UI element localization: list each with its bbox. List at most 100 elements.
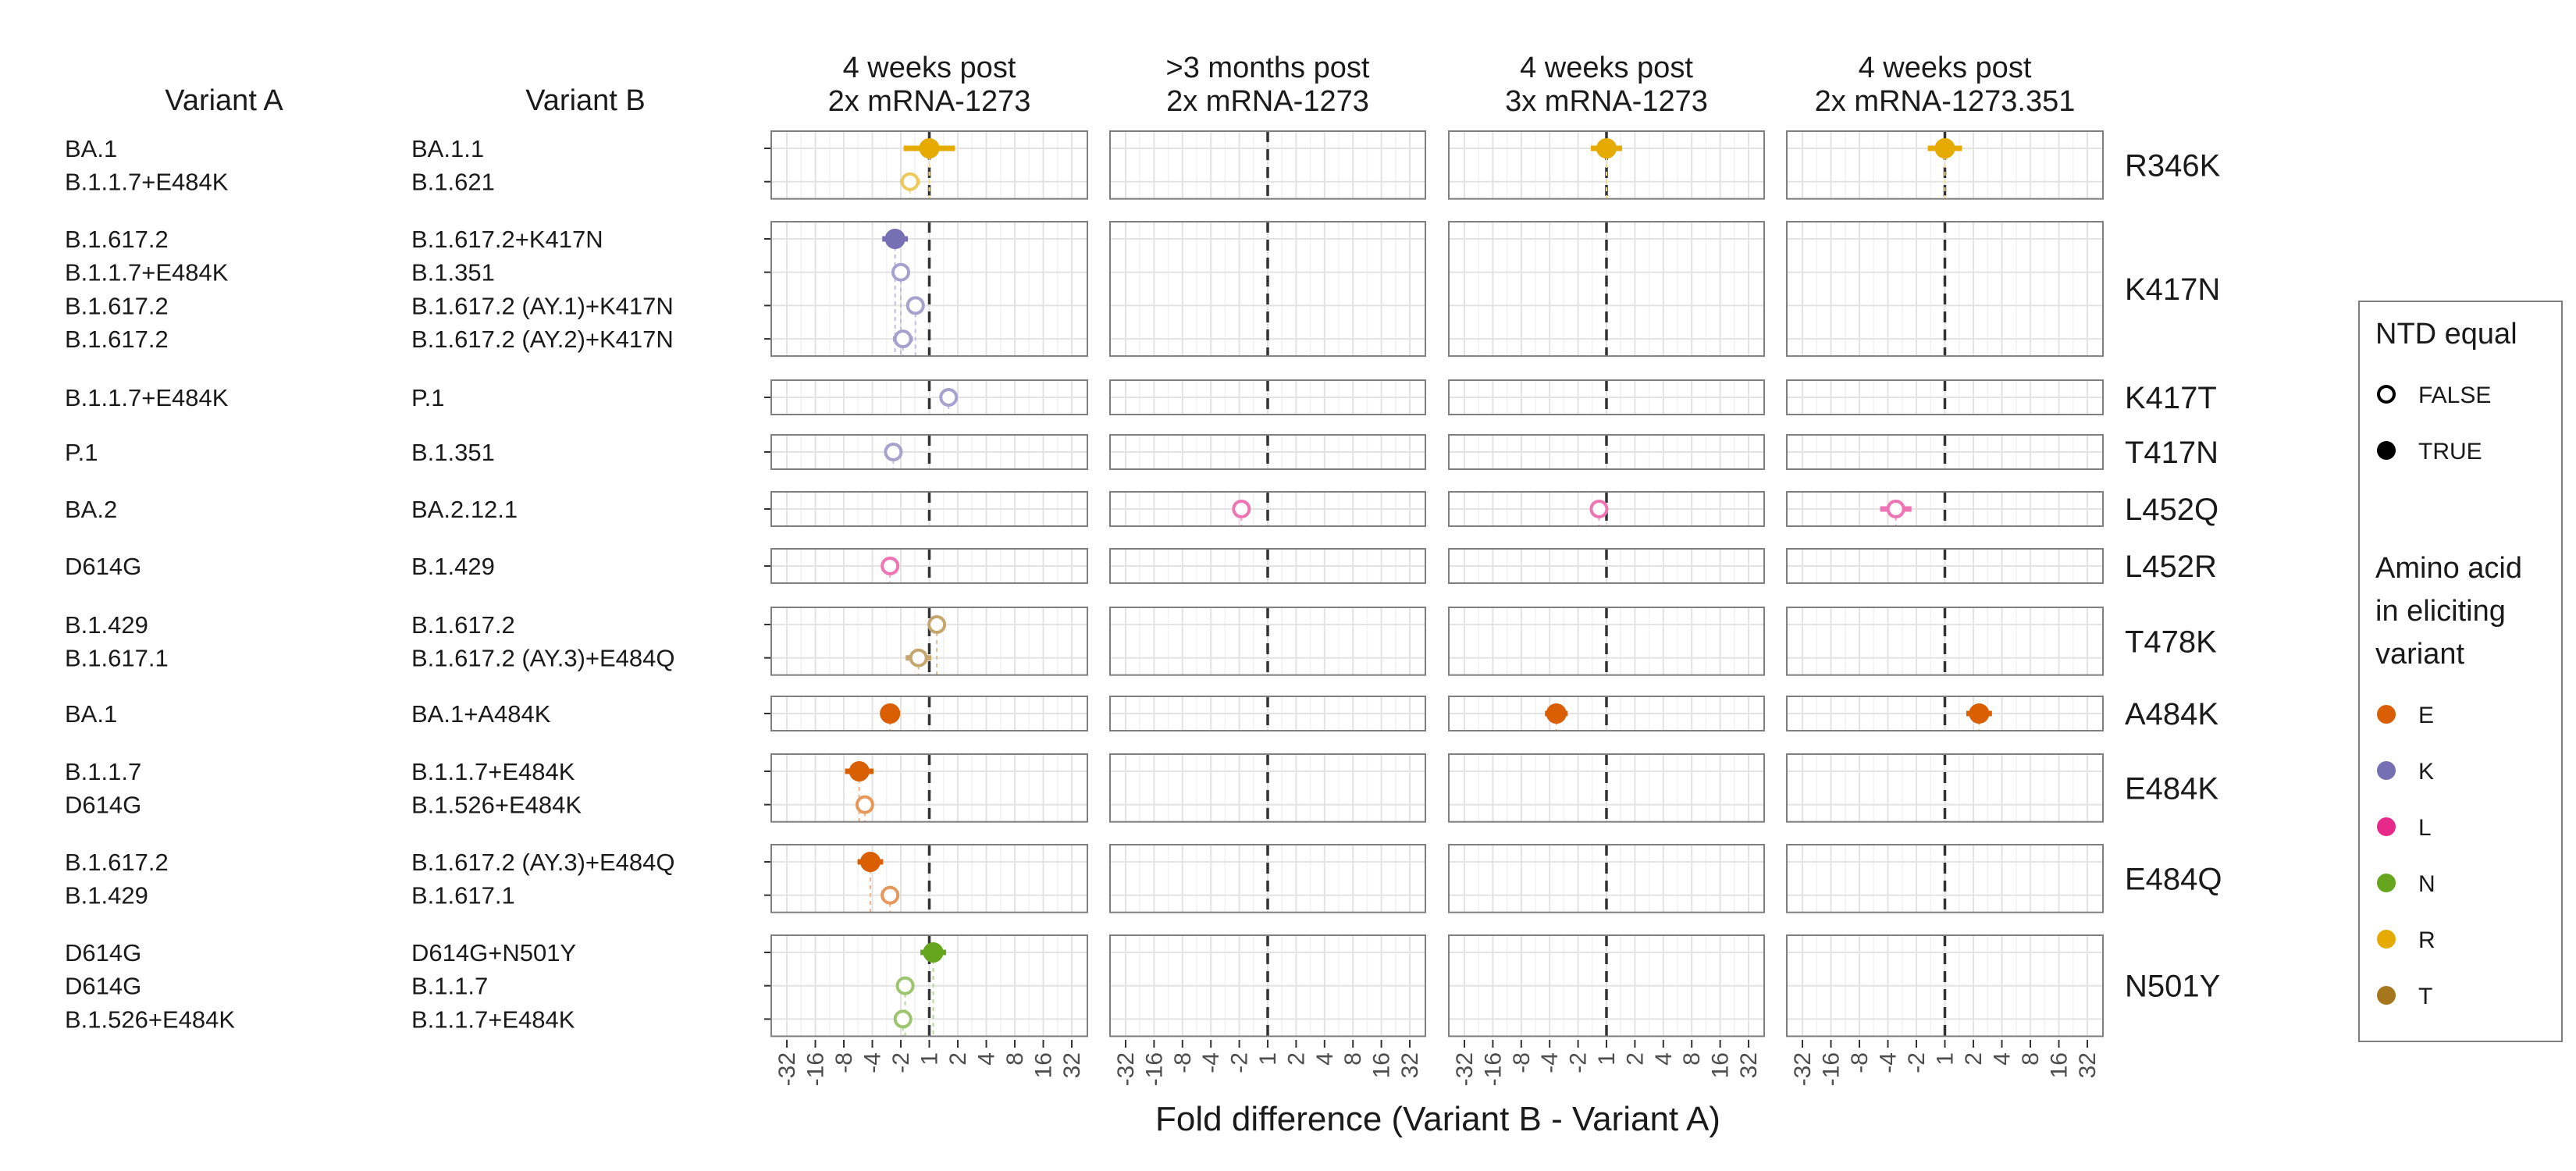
- x-tick-label: -16: [803, 1052, 829, 1086]
- data-point-filled: [1546, 703, 1567, 724]
- panel-border: [1786, 844, 2104, 913]
- data-point-open: [900, 172, 920, 191]
- x-tick-label: -4: [1876, 1052, 1902, 1073]
- panel-N501Y-3: [1448, 934, 1765, 1038]
- strip-label-E484K: E484K: [2125, 771, 2218, 806]
- panel-border: [770, 607, 1088, 676]
- panel-title-1-line-2: 2x mRNA-1273: [828, 85, 1031, 118]
- panel-border: [1448, 607, 1765, 676]
- panel-A484K-4: [1786, 696, 2104, 731]
- panel-border: [1786, 379, 2104, 415]
- variant-b-label: B.1.1.7+E484K: [411, 758, 575, 785]
- x-tick-label: 2: [1961, 1052, 1987, 1066]
- panel-title-1-line-1: 4 weeks post: [843, 52, 1016, 84]
- strip-label-T417N: T417N: [2125, 436, 2218, 470]
- panel-border: [770, 491, 1088, 527]
- x-axis-title: Fold difference (Variant B - Variant A): [1155, 1100, 1720, 1138]
- data-point-open: [881, 557, 900, 575]
- variant-b-label: B.1.621: [411, 169, 495, 196]
- strip-label-N501Y: N501Y: [2125, 970, 2220, 1004]
- legend-aa-N: N: [2418, 871, 2435, 897]
- panel-border: [1448, 130, 1765, 200]
- variant-a-label: D614G: [65, 939, 141, 966]
- panel-border: [770, 434, 1088, 470]
- legend-open-circle: [2377, 385, 2396, 404]
- data-point-filled: [884, 229, 906, 249]
- data-point-filled: [1596, 138, 1617, 158]
- panel-border: [770, 753, 1088, 823]
- x-tick-label: -4: [1198, 1052, 1224, 1073]
- panel-border: [770, 130, 1088, 200]
- variant-a-label: B.1.617.2: [65, 226, 169, 253]
- panel-E484K-3: [1448, 753, 1765, 823]
- variant-b-label: B.1.617.2 (AY.3)+E484Q: [411, 849, 675, 876]
- variant-b-label: BA.2.12.1: [411, 496, 518, 523]
- x-tick-label: -32: [774, 1052, 800, 1086]
- variant-a-label: B.1.1.7: [65, 758, 141, 785]
- data-point-open: [906, 296, 925, 315]
- legend-ntd-true: TRUE: [2418, 439, 2482, 464]
- panel-K417N-1: [764, 221, 1088, 358]
- data-point-filled: [1969, 703, 1990, 724]
- panel-R346K-2: [1109, 130, 1426, 200]
- panel-R346K-4: [1786, 130, 2104, 200]
- x-tick-label: 8: [1340, 1052, 1366, 1066]
- panel-border: [1448, 696, 1765, 731]
- variant-a-header: Variant A: [165, 84, 283, 117]
- data-point-open: [893, 1009, 913, 1029]
- panel-E484Q-4: [1786, 844, 2104, 913]
- legend-swatch-N: [2377, 874, 2396, 892]
- panel-title-2-line-1: >3 months post: [1166, 52, 1370, 84]
- panel-border: [770, 844, 1088, 913]
- panel-border: [1109, 434, 1426, 470]
- legend-swatch-K: [2377, 761, 2396, 780]
- x-tick-label: 8: [1002, 1052, 1028, 1066]
- legend: NTD equal FALSE TRUE Amino acid in eliciting…: [2358, 301, 2563, 1042]
- strip-label-A484K: A484K: [2125, 697, 2218, 731]
- x-tick-label: -32: [1452, 1052, 1478, 1086]
- variant-b-label: B.1.1.7: [411, 973, 488, 1000]
- variant-b-label: B.1.617.2 (AY.2)+K417N: [411, 326, 674, 353]
- panel-K417T-2: [1109, 379, 1426, 415]
- panel-border: [1448, 934, 1765, 1038]
- x-tick-label: -2: [1566, 1052, 1592, 1073]
- x-tick-label: -2: [1904, 1052, 1930, 1073]
- x-tick-label: -32: [1790, 1052, 1816, 1086]
- strip-label-E484Q: E484Q: [2125, 862, 2222, 896]
- panel-T417N-2: [1109, 434, 1426, 470]
- x-tick-label: -4: [1537, 1052, 1563, 1073]
- panel-T478K-4: [1786, 607, 2104, 676]
- x-tick-label: 16: [1031, 1052, 1057, 1078]
- panel-N501Y-1: [764, 934, 1088, 1038]
- panel-border: [1109, 844, 1426, 913]
- x-tick-label: 1: [1255, 1052, 1281, 1066]
- data-point-open: [891, 262, 910, 282]
- panel-border: [1786, 934, 2104, 1038]
- legend-aa-R: R: [2418, 927, 2435, 953]
- panel-L452R-1: [764, 548, 1088, 584]
- panel-T417N-3: [1448, 434, 1765, 470]
- panel-L452R-2: [1109, 548, 1426, 584]
- variant-a-label: D614G: [65, 973, 141, 1000]
- panel-N501Y-2: [1109, 934, 1426, 1038]
- x-tick-label: -8: [1170, 1052, 1196, 1073]
- panel-L452Q-4: [1786, 491, 2104, 527]
- data-point-filled: [859, 852, 881, 872]
- legend-box: [2358, 301, 2563, 1042]
- variant-b-label: B.1.617.2 (AY.3)+E484Q: [411, 645, 675, 672]
- panel-border: [1109, 607, 1426, 676]
- variant-a-label: B.1.1.7+E484K: [65, 259, 229, 287]
- x-tick-label: -8: [1509, 1052, 1535, 1073]
- column-headers: Variant A Variant B: [165, 84, 645, 117]
- x-tick-label: 16: [1369, 1052, 1395, 1078]
- data-point-filled: [880, 703, 901, 724]
- variant-a-label: BA.2: [65, 496, 117, 523]
- variant-a-label: B.1.617.2: [65, 849, 169, 876]
- panel-T417N-1: [764, 434, 1088, 470]
- data-point-open: [927, 615, 947, 634]
- panel-border: [1786, 548, 2104, 584]
- x-tick-label: 4: [1312, 1052, 1338, 1066]
- legend-ntd-false: FALSE: [2418, 383, 2491, 408]
- panel-L452R-4: [1786, 548, 2104, 584]
